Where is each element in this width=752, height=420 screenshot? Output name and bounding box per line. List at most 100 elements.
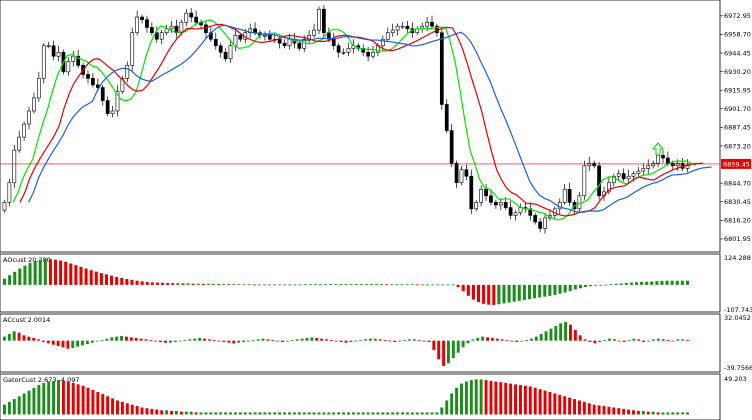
histogram-bar — [298, 284, 302, 286]
histogram-bar — [415, 412, 419, 415]
histogram-bar — [315, 338, 319, 341]
histogram-bar — [150, 408, 154, 415]
histogram-bar — [602, 406, 606, 415]
histogram-bar — [18, 268, 22, 285]
histogram-bar — [549, 328, 553, 341]
candle-body — [336, 45, 341, 53]
candle-body — [277, 38, 282, 44]
histogram-bar — [354, 340, 358, 342]
histogram-bar — [115, 336, 119, 341]
histogram-bar — [517, 284, 521, 301]
moving-averages-group — [12, 19, 712, 221]
candle-body — [71, 55, 76, 62]
candle-body — [263, 35, 267, 37]
histogram-bar — [587, 403, 591, 415]
candle-body — [405, 25, 410, 30]
histogram-bar — [410, 284, 414, 286]
candle-body — [587, 162, 592, 167]
candle-body — [636, 170, 641, 174]
histogram-bar — [577, 400, 581, 415]
histogram-bar — [583, 339, 587, 341]
histogram-bar — [224, 412, 228, 415]
histogram-bar — [573, 399, 576, 415]
histogram-bar — [518, 385, 522, 415]
histogram-bar — [563, 284, 567, 293]
candle-body — [464, 169, 469, 177]
candles-group — [2, 5, 690, 234]
histogram-bar — [484, 380, 488, 415]
up-arrow-shape — [651, 142, 665, 156]
histogram-bar — [17, 396, 21, 415]
histogram-bar — [426, 284, 430, 286]
candle-body — [218, 45, 223, 53]
histogram-bar — [425, 412, 429, 415]
candle-body — [449, 130, 454, 164]
histogram-bar — [661, 339, 665, 341]
histogram-bar — [135, 406, 139, 415]
histogram-bar — [334, 284, 338, 285]
candle-body — [538, 221, 542, 229]
histogram-bar — [359, 284, 363, 285]
candle-body — [474, 202, 479, 210]
histogram-bar — [548, 392, 552, 415]
histogram-bar — [217, 284, 221, 285]
histogram-bar — [651, 339, 655, 341]
histogram-bar — [283, 412, 287, 415]
histogram-bar — [558, 284, 562, 294]
histogram-bar — [563, 396, 567, 415]
candle-body — [577, 195, 582, 210]
histogram-bar — [229, 412, 232, 415]
histogram-bar — [346, 412, 350, 415]
histogram-bar — [184, 411, 188, 415]
candle-body — [518, 207, 523, 214]
histogram-bar — [650, 281, 654, 285]
histogram-bar — [96, 392, 100, 415]
histogram-bar — [440, 407, 444, 415]
histogram-bar — [129, 337, 133, 341]
histogram-bar — [312, 412, 316, 415]
price-tick-label: 6873.20 — [724, 142, 751, 150]
histogram-bar — [538, 284, 542, 298]
histogram-bar — [622, 408, 626, 415]
histogram-bar — [564, 322, 568, 341]
histogram-bar — [81, 340, 84, 346]
candle-body — [164, 28, 169, 34]
histogram-bar — [676, 412, 680, 415]
candle-body — [56, 51, 61, 57]
histogram-bar — [543, 284, 547, 297]
histogram-bar — [523, 385, 527, 415]
histogram-bar — [494, 381, 498, 415]
candle-body — [223, 51, 228, 60]
histogram-bar — [553, 393, 557, 415]
price-axis: 6972.95 6958.70 6944.45 6930.20 6915.95 6901.… — [720, 12, 751, 243]
histogram-bar — [401, 412, 404, 415]
histogram-bar — [135, 280, 139, 285]
histogram-bar — [278, 412, 282, 415]
histogram-bar — [207, 339, 211, 341]
histogram-bar — [568, 397, 572, 415]
histogram-bar — [22, 335, 26, 341]
histogram-bar — [201, 283, 205, 285]
candle-body — [661, 155, 665, 159]
histogram-bar — [447, 340, 450, 364]
price-tick-label: 6901.70 — [724, 105, 751, 113]
histogram-bar — [28, 263, 32, 285]
histogram-bar — [42, 382, 46, 415]
histogram-bar — [46, 340, 50, 344]
buy-arrow-icon — [651, 142, 665, 156]
histogram-bar — [91, 389, 95, 415]
price-tick-label: 6915.95 — [724, 86, 751, 94]
histogram-bar — [64, 261, 68, 285]
histogram-bar — [303, 284, 307, 286]
candle-body — [120, 78, 125, 92]
histogram-bar — [504, 382, 508, 415]
candle-body — [297, 42, 302, 49]
histogram-bar — [94, 271, 98, 285]
histogram-bar — [645, 281, 649, 285]
histogram-bar — [116, 400, 119, 415]
histogram-bar — [115, 276, 119, 285]
histogram-bar — [436, 284, 440, 286]
histogram-bar — [322, 412, 326, 415]
histogram-bar — [514, 384, 518, 415]
histogram-bar — [69, 263, 73, 285]
